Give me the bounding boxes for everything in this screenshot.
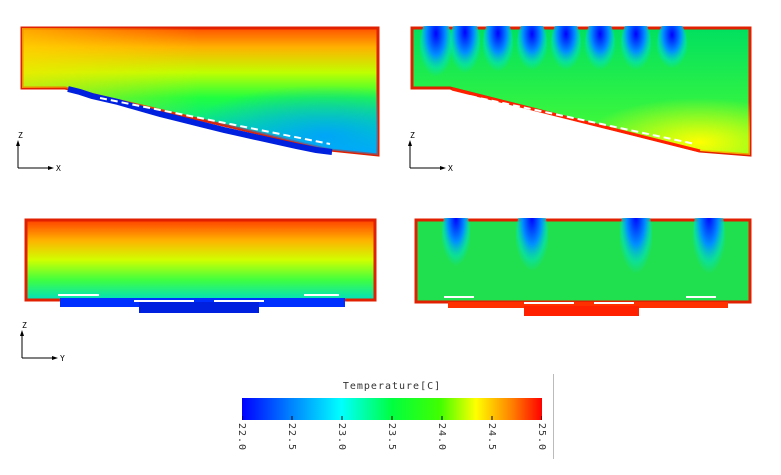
colorbar-tick-label: 24.0 [436, 423, 448, 463]
tick-text: 24.0 [436, 423, 447, 452]
legend-title: Temperature[C] [342, 381, 442, 392]
axis-up-label: Z [18, 131, 23, 140]
axis-right-label: Y [60, 354, 65, 363]
colorbar-tick-label: 23.5 [386, 423, 398, 463]
colorbar-tick-label: 22.5 [286, 423, 298, 463]
colorbar [242, 398, 542, 420]
colorbar-tick-label: 24.5 [486, 423, 498, 463]
axis-indicator-1: Z X [14, 130, 74, 190]
tick-text: 23.0 [336, 423, 347, 452]
colorbar-tick-label: 23.0 [336, 423, 348, 463]
tick-text: 24.5 [486, 423, 497, 452]
tick-text: 23.5 [386, 423, 397, 452]
temperature-field-side-right [410, 12, 755, 159]
axis-right-label: X [448, 164, 453, 173]
colorbar-tick-label: 22.0 [236, 423, 248, 463]
tick-text: 22.5 [286, 423, 297, 452]
divider [553, 374, 554, 459]
axis-up-label: Z [410, 131, 415, 140]
axis-right-label: X [56, 164, 61, 173]
tick-text: 25.0 [536, 423, 547, 452]
axis-indicator-3: Z Y [18, 320, 78, 380]
temperature-field-side-left [20, 26, 382, 159]
temperature-field-front-right [414, 192, 754, 318]
axis-indicator-2: Z X [406, 130, 466, 190]
tick-text: 22.0 [236, 423, 247, 452]
axis-up-label: Z [22, 321, 27, 330]
temperature-field-front-left [24, 218, 379, 316]
colorbar-tick-label: 25.0 [536, 423, 548, 463]
